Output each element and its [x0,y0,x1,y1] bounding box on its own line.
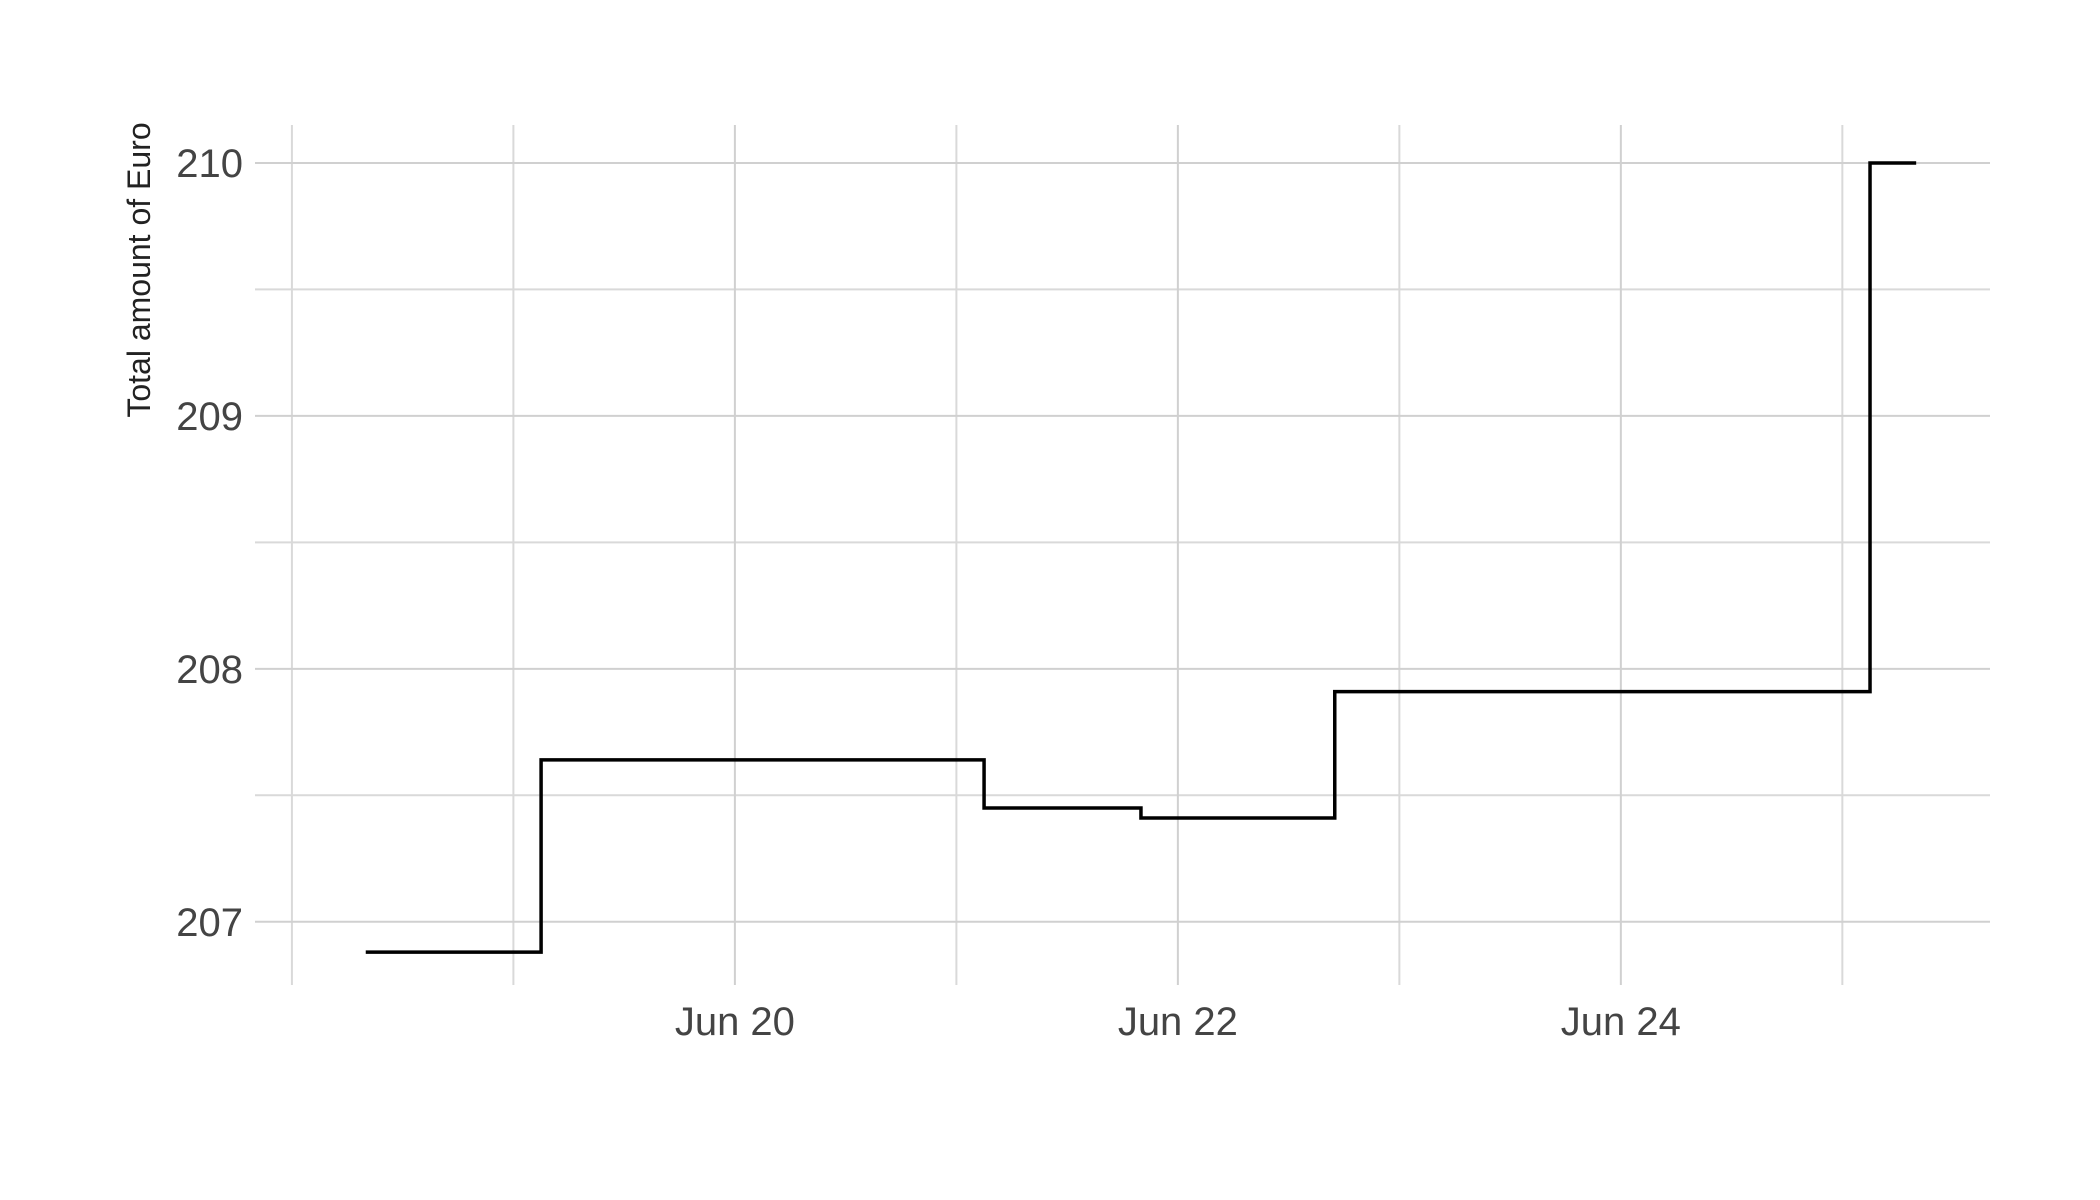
x-axis-tick-labels: Jun 20 Jun 22 Jun 24 [675,1000,1681,1044]
x-tick-label: Jun 20 [675,1000,795,1044]
minor-gridlines [255,125,1990,985]
y-axis-tick-labels: 207 208 209 210 [176,142,243,945]
x-tick-label: Jun 24 [1561,1000,1681,1044]
x-tick-label: Jun 22 [1118,1000,1238,1044]
series-step-line [365,161,1917,954]
y-tick-label: 210 [176,142,243,186]
major-gridlines [255,125,1990,985]
y-tick-label: 209 [176,395,243,439]
series-group [365,161,1917,954]
y-tick-label: 208 [176,648,243,692]
y-axis-title: Total amount of Euro [121,122,157,417]
y-tick-label: 207 [176,901,243,945]
